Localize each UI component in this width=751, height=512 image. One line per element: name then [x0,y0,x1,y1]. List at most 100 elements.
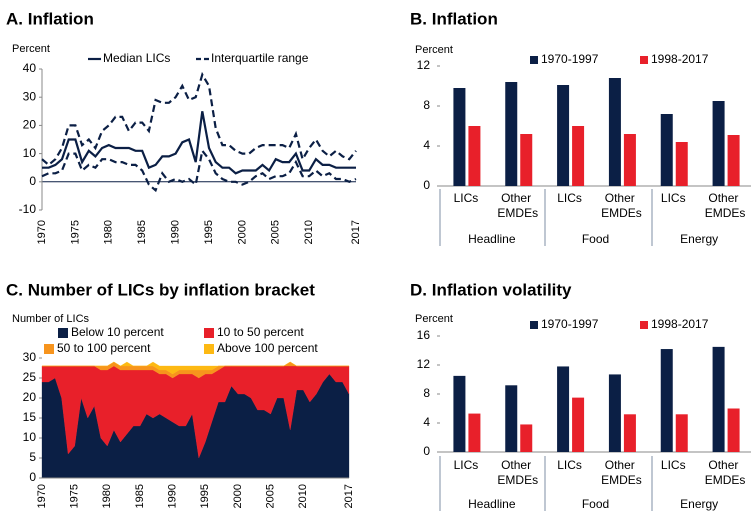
bar [727,135,740,186]
group-label: Energy [680,232,718,246]
bar [572,397,585,452]
y-tick-label: 30 [23,350,37,364]
y-axis-label: Percent [415,313,453,325]
y-tick-label: -10 [19,202,37,216]
bar [520,134,533,186]
x-tick-label: 2005 [265,484,277,508]
x-tick-label: Other EMDEs [601,191,642,220]
bar [623,134,636,186]
legend-swatch [44,344,54,354]
y-tick-label: 8 [423,386,430,400]
x-tick-label: 1980 [103,220,115,244]
y-tick-label: 25 [23,370,37,384]
bar [712,346,725,452]
x-tick-label: 1970 [36,484,48,508]
y-tick-label: 8 [423,98,430,112]
legend-label: Median LICs [103,51,170,65]
x-tick-label: 2017 [350,220,362,244]
series-line [42,111,356,175]
bar [453,88,466,186]
chart-title: D. Inflation volatility [410,280,572,299]
x-tick-label: 1995 [203,220,215,244]
legend-swatch [640,56,648,64]
group-label: Food [582,232,609,246]
x-tick-label: Other EMDEs [497,458,538,487]
group-label: Headline [468,497,516,511]
bar [557,85,570,186]
chart-title: C. Number of LICs by inflation bracket [6,280,315,299]
legend-label: 1998-2017 [651,317,709,331]
x-tick-label: 1990 [170,220,182,244]
legend-label: 1970-1997 [541,52,599,66]
y-axis-label: Number of LICs [12,313,90,325]
x-tick-label: 1990 [167,484,179,508]
y-tick-label: 0 [29,470,36,484]
x-tick-label: 2010 [297,484,309,508]
x-tick-label: Other EMDEs [601,458,642,487]
y-tick-label: 0 [423,178,430,192]
x-tick-label: 2000 [232,484,244,508]
x-tick-label: LICs [454,191,479,205]
x-tick-label: 1975 [69,484,81,508]
bar [712,101,725,186]
bar [505,82,518,186]
area [42,361,349,375]
legend-swatch [640,321,648,329]
x-tick-label: 1985 [134,484,146,508]
bar [505,385,518,452]
bar [520,424,533,452]
x-tick-label: LICs [454,458,479,472]
bar [660,114,673,186]
chart-title: A. Inflation [6,9,94,28]
bar [675,142,688,186]
y-axis-label: Percent [12,43,50,55]
x-tick-label: 2000 [236,220,248,244]
x-tick-label: 1975 [69,220,81,244]
y-tick-label: 12 [417,357,431,371]
y-tick-label: 4 [423,415,430,429]
y-tick-label: 4 [423,138,430,152]
x-tick-label: Other EMDEs [705,191,746,220]
y-tick-label: 30 [23,89,37,103]
x-tick-label: Other EMDEs [705,458,746,487]
group-label: Energy [680,497,718,511]
chart-title: B. Inflation [410,9,498,28]
series-line [41,148,357,193]
y-tick-label: 0 [423,444,430,458]
group-label: Headline [468,232,516,246]
bar [727,408,740,452]
legend-swatch [530,321,538,329]
legend-label: 10 to 50 percent [217,325,304,339]
y-tick-label: 16 [417,328,431,342]
legend-swatch [204,328,214,338]
bar [557,366,570,452]
y-axis-label: Percent [415,44,453,56]
y-tick-label: 10 [23,430,37,444]
y-tick-label: 0 [29,174,36,188]
bar [608,78,621,186]
bar [468,413,481,452]
x-tick-label: 1970 [36,220,48,244]
y-tick-label: 40 [23,61,37,75]
bar [675,414,688,452]
x-tick-label: LICs [661,191,686,205]
legend-label: Above 100 percent [217,341,318,355]
x-tick-label: LICs [661,458,686,472]
bar [623,414,636,452]
bar [572,126,585,186]
legend-label: 50 to 100 percent [57,341,151,355]
bar [453,375,466,452]
y-tick-label: 5 [29,450,36,464]
legend-swatch [204,344,214,354]
bar [468,126,481,186]
legend-label: Interquartile range [211,51,309,65]
group-label: Food [582,497,609,511]
bar [608,374,621,452]
y-tick-label: 20 [23,390,37,404]
legend-swatch [58,328,68,338]
x-tick-label: 1980 [101,484,113,508]
y-tick-label: 10 [23,146,37,160]
series-line [41,71,357,167]
legend-label: 1998-2017 [651,52,709,66]
